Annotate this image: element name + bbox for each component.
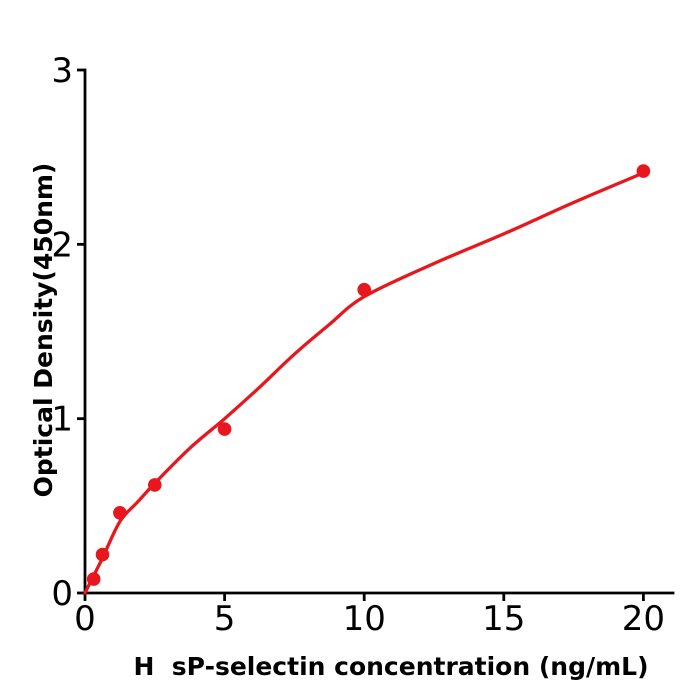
- data-point-0: [86, 572, 101, 586]
- data-point-5: [357, 282, 372, 297]
- x-axis-label: H sP-selectin concentration (ng/mL): [133, 652, 648, 681]
- data-point-2: [113, 506, 127, 520]
- x-tick-label-15: 15: [482, 599, 525, 639]
- data-point-3: [148, 478, 162, 492]
- data-point-6: [636, 164, 651, 178]
- data-points: [86, 164, 651, 586]
- data-point-1: [95, 547, 110, 562]
- x-tick-label-0: 0: [74, 599, 96, 639]
- x-tick-label-5: 5: [214, 599, 236, 639]
- y-axis-ticks: 0 1 2 3: [51, 51, 85, 614]
- x-tick-label-10: 10: [343, 599, 386, 639]
- x-axis-ticks: 0 5 10 15 20: [74, 593, 665, 639]
- y-tick-label-1: 1: [51, 400, 73, 440]
- data-point-4: [217, 422, 232, 436]
- y-tick-label-3: 3: [51, 51, 73, 91]
- y-axis-label: Optical Density(450nm): [29, 163, 58, 498]
- y-tick-label-2: 2: [51, 225, 73, 265]
- fit-curve: [83, 171, 646, 595]
- y-tick-label-0: 0: [51, 574, 73, 614]
- x-tick-label-20: 20: [622, 599, 665, 639]
- plot-area: 0 1 2 3 0 5 10 15 20 Optical Density(450nm) H s…: [29, 51, 675, 681]
